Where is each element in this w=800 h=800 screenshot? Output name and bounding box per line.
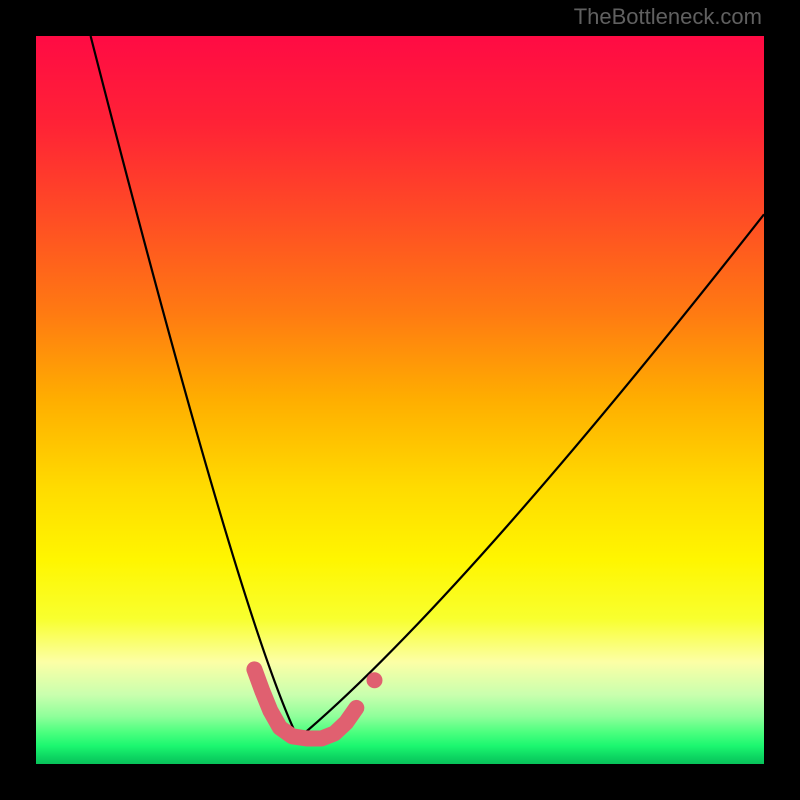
chart-svg	[0, 0, 800, 800]
bottom-highlight-dot	[367, 672, 383, 688]
watermark-text: TheBottleneck.com	[574, 4, 762, 30]
plot-background	[36, 36, 764, 764]
chart-container: TheBottleneck.com	[0, 0, 800, 800]
